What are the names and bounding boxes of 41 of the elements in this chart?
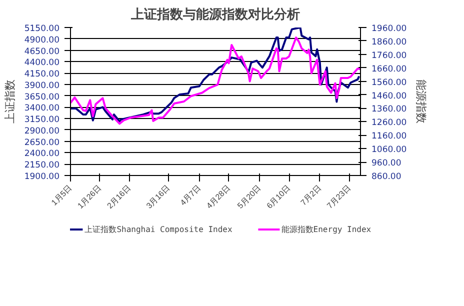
x-tick-label: 1月5日 bbox=[50, 183, 74, 208]
y-tick-label: 3900.00 bbox=[24, 80, 60, 91]
y-tick-label: 3150.00 bbox=[24, 115, 60, 126]
y-tick-label: 2400.00 bbox=[24, 149, 60, 160]
x-tick-label: 1月26日 bbox=[76, 183, 104, 210]
y2-tick-label: 860.00 bbox=[372, 172, 402, 182]
y2-axis-title: 能源指数 bbox=[414, 80, 428, 124]
y-tick-label: 1900.00 bbox=[24, 172, 60, 182]
y-tick-label: 2650.00 bbox=[24, 138, 60, 148]
legend-label: 上证指数Shanghai Composite Index bbox=[84, 224, 232, 234]
x-tick-label: 3月16日 bbox=[144, 183, 172, 210]
y-tick-label: 3650.00 bbox=[24, 92, 60, 102]
y-axis-title: 上证指数 bbox=[3, 80, 16, 124]
y2-tick-label: 1360.00 bbox=[372, 104, 407, 115]
y2-tick-label: 1960.00 bbox=[372, 24, 407, 34]
y-tick-label: 4650.00 bbox=[24, 46, 60, 57]
x-tick-label: 2月16日 bbox=[105, 183, 133, 210]
y-tick-label: 4400.00 bbox=[24, 58, 60, 68]
legend-label: 能源指数Energy Index bbox=[281, 224, 372, 234]
y-tick-label: 2900.00 bbox=[24, 126, 60, 136]
y-tick-label: 5150.00 bbox=[24, 24, 60, 34]
y2-tick-label: 960.00 bbox=[372, 158, 402, 169]
y-tick-label: 2150.00 bbox=[24, 160, 60, 171]
x-tick-label: 7月23日 bbox=[325, 183, 352, 210]
y-tick-label: 3400.00 bbox=[24, 104, 60, 114]
y2-tick-label: 1260.00 bbox=[372, 118, 407, 128]
x-tick-label: 4月28日 bbox=[204, 183, 232, 210]
y2-tick-label: 1660.00 bbox=[372, 64, 407, 74]
y-tick-label: 4900.00 bbox=[24, 35, 60, 46]
y-tick-label: 4150.00 bbox=[24, 70, 60, 80]
y2-tick-label: 1460.00 bbox=[372, 91, 407, 102]
y2-tick-label: 1560.00 bbox=[372, 78, 407, 88]
y2-tick-label: 1160.00 bbox=[372, 132, 407, 142]
y2-tick-label: 1760.00 bbox=[372, 50, 407, 61]
chart-title: 上证指数与能源指数对比分析 bbox=[130, 6, 300, 22]
y2-tick-label: 1860.00 bbox=[372, 37, 407, 48]
x-tick-label: 4月7日 bbox=[178, 183, 203, 208]
x-tick-label: 6月10日 bbox=[265, 183, 292, 210]
y2-tick-label: 1060.00 bbox=[372, 145, 407, 156]
x-tick-label: 5月20日 bbox=[236, 183, 263, 210]
x-tick-label: 7月2日 bbox=[299, 183, 324, 208]
